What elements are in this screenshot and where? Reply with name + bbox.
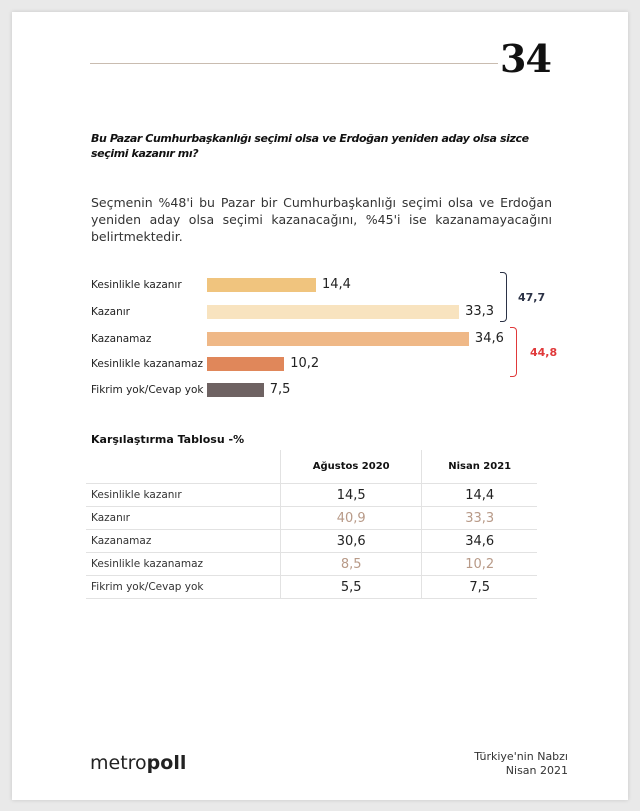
table-row: Kesinlikle kazanır 14,5 14,4 [86,483,537,507]
group-total: 44,8 [530,346,558,359]
bar-label: Kazanır [91,306,130,318]
bar-label: Fikrim yok/Cevap yok [91,384,204,396]
bar [207,305,460,319]
comparison-table: Ağustos 2020 Nisan 2021 Kesinlikle kazan… [86,450,537,599]
bar-value: 10,2 [290,356,320,371]
logo-light: metro [90,752,147,774]
row-value: 14,4 [421,483,537,507]
bar [207,332,469,346]
row-value: 40,9 [279,506,422,530]
row-value: 8,5 [279,552,422,576]
header-col-1: Ağustos 2020 [279,450,422,484]
bar-label: Kesinlikle kazanır [91,279,182,291]
group-total: 47,7 [518,291,546,304]
bar-label: Kesinlikle kazanamaz [91,358,204,370]
row-value: 10,2 [421,552,537,576]
question-title: Bu Pazar Cumhurbaşkanlığı seçimi olsa ve… [91,132,529,160]
footer-info: Türkiye'nin Nabzı Nisan 2021 [474,750,568,778]
row-label: Fikrim yok/Cevap yok [86,575,281,599]
table-row: Fikrim yok/Cevap yok 5,5 7,5 [86,575,537,599]
bar-value: 7,5 [269,382,291,397]
row-value: 14,5 [279,483,422,507]
metropoll-logo: metropoll [90,752,186,774]
row-label: Kesinlikle kazanamaz [86,552,281,576]
page-number: 34 [500,36,552,81]
footer-line-2: Nisan 2021 [505,764,568,777]
table-row: Kazanır 40,9 33,3 [86,506,537,530]
bar-value: 14,4 [322,277,351,292]
row-label: Kazanamaz [86,529,281,553]
row-value: 30,6 [279,529,422,553]
group-bracket [500,272,507,322]
bar [207,383,264,397]
bar-value: 33,3 [465,304,495,319]
bar-label: Kazanamaz [91,333,152,345]
table-header-row: Ağustos 2020 Nisan 2021 [86,450,537,484]
summary-text: Seçmenin %48'i bu Pazar bir Cumhurbaşkan… [91,195,552,244]
logo-bold: poll [146,752,187,774]
row-value: 33,3 [421,506,537,530]
footer-line-1: Türkiye'nin Nabzı [474,750,568,763]
row-label: Kesinlikle kazanır [86,483,281,507]
header-col-2: Nisan 2021 [421,450,537,484]
row-label: Kazanır [86,506,281,530]
row-value: 7,5 [421,575,537,599]
bar [207,357,285,371]
row-value: 5,5 [279,575,422,599]
bar [207,278,316,292]
header-rule [90,63,498,64]
header-empty [86,450,281,484]
table-title: Karşılaştırma Tablosu -% [91,433,245,446]
group-bracket [510,327,517,377]
table-row: Kesinlikle kazanamaz 8,5 10,2 [86,552,537,576]
report-page [12,12,628,800]
table-row: Kazanamaz 30,6 34,6 [86,529,537,553]
row-value: 34,6 [421,529,537,553]
bar-value: 34,6 [474,331,504,346]
